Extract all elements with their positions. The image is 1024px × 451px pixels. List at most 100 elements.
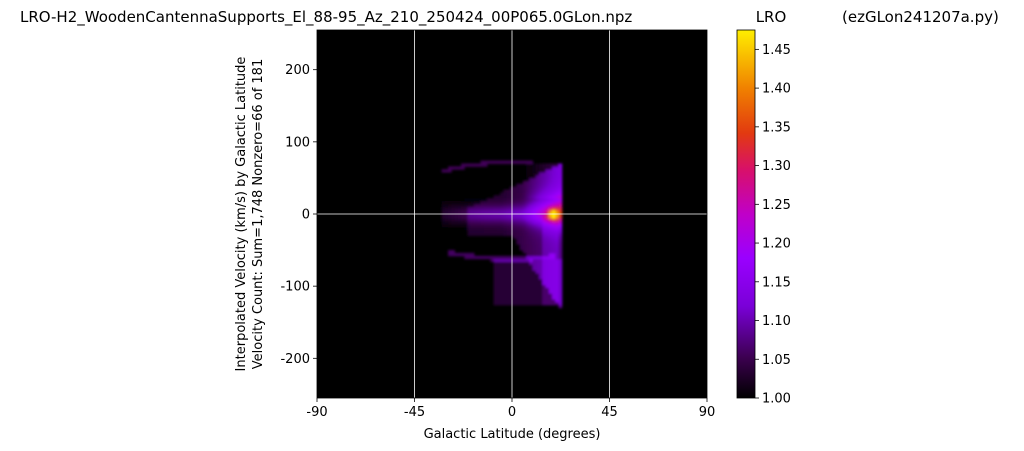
heatmap-cell <box>500 201 504 205</box>
heatmap-cell <box>457 215 462 219</box>
heatmap-cell <box>519 267 524 271</box>
heatmap-cell <box>490 209 494 213</box>
heatmap-cell <box>477 206 481 211</box>
heatmap-cell <box>503 221 507 225</box>
heatmap-cell <box>548 290 553 294</box>
heatmap-cell <box>552 255 556 260</box>
heatmap-cell <box>548 281 553 286</box>
heatmap-cell <box>513 201 517 205</box>
heatmap-cell <box>532 192 537 196</box>
heatmap-cell <box>552 281 556 286</box>
heatmap-cell <box>480 226 485 231</box>
heatmap-cell <box>503 258 507 263</box>
heatmap-cell <box>522 281 527 286</box>
heatmap-cell <box>493 206 498 211</box>
heatmap-cell <box>532 226 537 231</box>
heatmap-cell <box>496 287 501 291</box>
heatmap-cell <box>503 299 507 303</box>
heatmap-cell <box>529 175 533 179</box>
heatmap-cell <box>539 247 543 251</box>
heatmap-cell <box>519 235 524 239</box>
heatmap-cell <box>542 226 546 231</box>
heatmap-cell <box>539 224 543 228</box>
heatmap-cell <box>539 189 543 193</box>
heatmap-cell <box>555 235 559 239</box>
heatmap-cell <box>558 276 563 280</box>
heatmap-cell <box>548 270 553 274</box>
heatmap-cell <box>535 261 540 265</box>
heatmap-cell <box>464 198 468 202</box>
heatmap-cell <box>542 163 546 167</box>
heatmap-cell <box>483 203 488 208</box>
heatmap-cell <box>535 238 540 242</box>
heatmap-cell <box>535 172 540 176</box>
heatmap-cell <box>461 203 465 208</box>
heatmap-cell <box>503 226 507 231</box>
heatmap-cell <box>535 273 540 277</box>
heatmap-cell <box>496 293 501 297</box>
heatmap-cell <box>503 203 507 208</box>
heatmap-cell <box>519 270 524 274</box>
heatmap-cell <box>513 198 517 202</box>
y-tick-label: 100 <box>285 135 310 150</box>
heatmap-cell <box>548 229 553 234</box>
heatmap-cell <box>483 229 488 234</box>
heatmap-cell <box>558 293 563 297</box>
heatmap-cell <box>555 278 559 283</box>
heatmap-cell <box>519 160 524 164</box>
heatmap-cell <box>480 201 485 205</box>
heatmap-cell <box>519 278 524 283</box>
heatmap-cell <box>500 195 504 199</box>
heatmap-cell <box>519 264 524 268</box>
heatmap-cell <box>503 302 507 306</box>
heatmap-cell <box>467 255 472 260</box>
heatmap-cell <box>542 229 546 234</box>
heatmap-cell <box>558 195 563 199</box>
heatmap-cell <box>558 250 563 254</box>
heatmap-cell <box>545 177 550 182</box>
heatmap-cell <box>542 276 546 280</box>
heatmap-cell <box>555 273 559 277</box>
heatmap-cell <box>506 160 511 164</box>
heatmap-cell <box>513 267 517 271</box>
heatmap-cell <box>506 218 511 222</box>
heatmap-cell <box>548 252 553 257</box>
heatmap-cell <box>552 252 556 257</box>
heatmap-cell <box>506 287 511 291</box>
heatmap-cell <box>545 215 550 219</box>
heatmap-cell <box>526 302 530 306</box>
heatmap-cell <box>526 186 530 190</box>
heatmap-cell <box>526 169 530 173</box>
heatmap-cell <box>444 203 449 208</box>
heatmap-cell <box>448 221 452 225</box>
heatmap-cell <box>548 255 553 260</box>
heatmap-cell <box>522 302 527 306</box>
heatmap-cell <box>548 244 553 248</box>
heatmap-cell <box>513 221 517 225</box>
heatmap-cell <box>532 177 537 182</box>
heatmap-cell <box>519 203 524 208</box>
heatmap-cell <box>500 218 504 222</box>
heatmap-cell <box>542 252 546 257</box>
heatmap-cell <box>487 255 491 260</box>
heatmap-cell <box>558 255 563 260</box>
heatmap-cell <box>464 224 468 228</box>
heatmap-cell <box>500 258 504 263</box>
heatmap-cell <box>467 201 472 205</box>
heatmap-cell <box>526 235 530 239</box>
heatmap-cell <box>526 287 530 291</box>
heatmap-cell <box>552 250 556 254</box>
heatmap-cell <box>493 299 498 303</box>
heatmap-cell <box>539 241 543 245</box>
heatmap-cell <box>493 290 498 294</box>
heatmap-cell <box>522 195 527 199</box>
heatmap-cell <box>535 175 540 179</box>
heatmap-cell <box>477 224 481 228</box>
heatmap-cell <box>503 276 507 280</box>
heatmap-cell <box>542 172 546 176</box>
heatmap-cell <box>539 238 543 242</box>
heatmap-cell <box>487 203 491 208</box>
heatmap-cell <box>532 238 537 242</box>
heatmap-cell <box>467 224 472 228</box>
heatmap-cell <box>493 160 498 164</box>
